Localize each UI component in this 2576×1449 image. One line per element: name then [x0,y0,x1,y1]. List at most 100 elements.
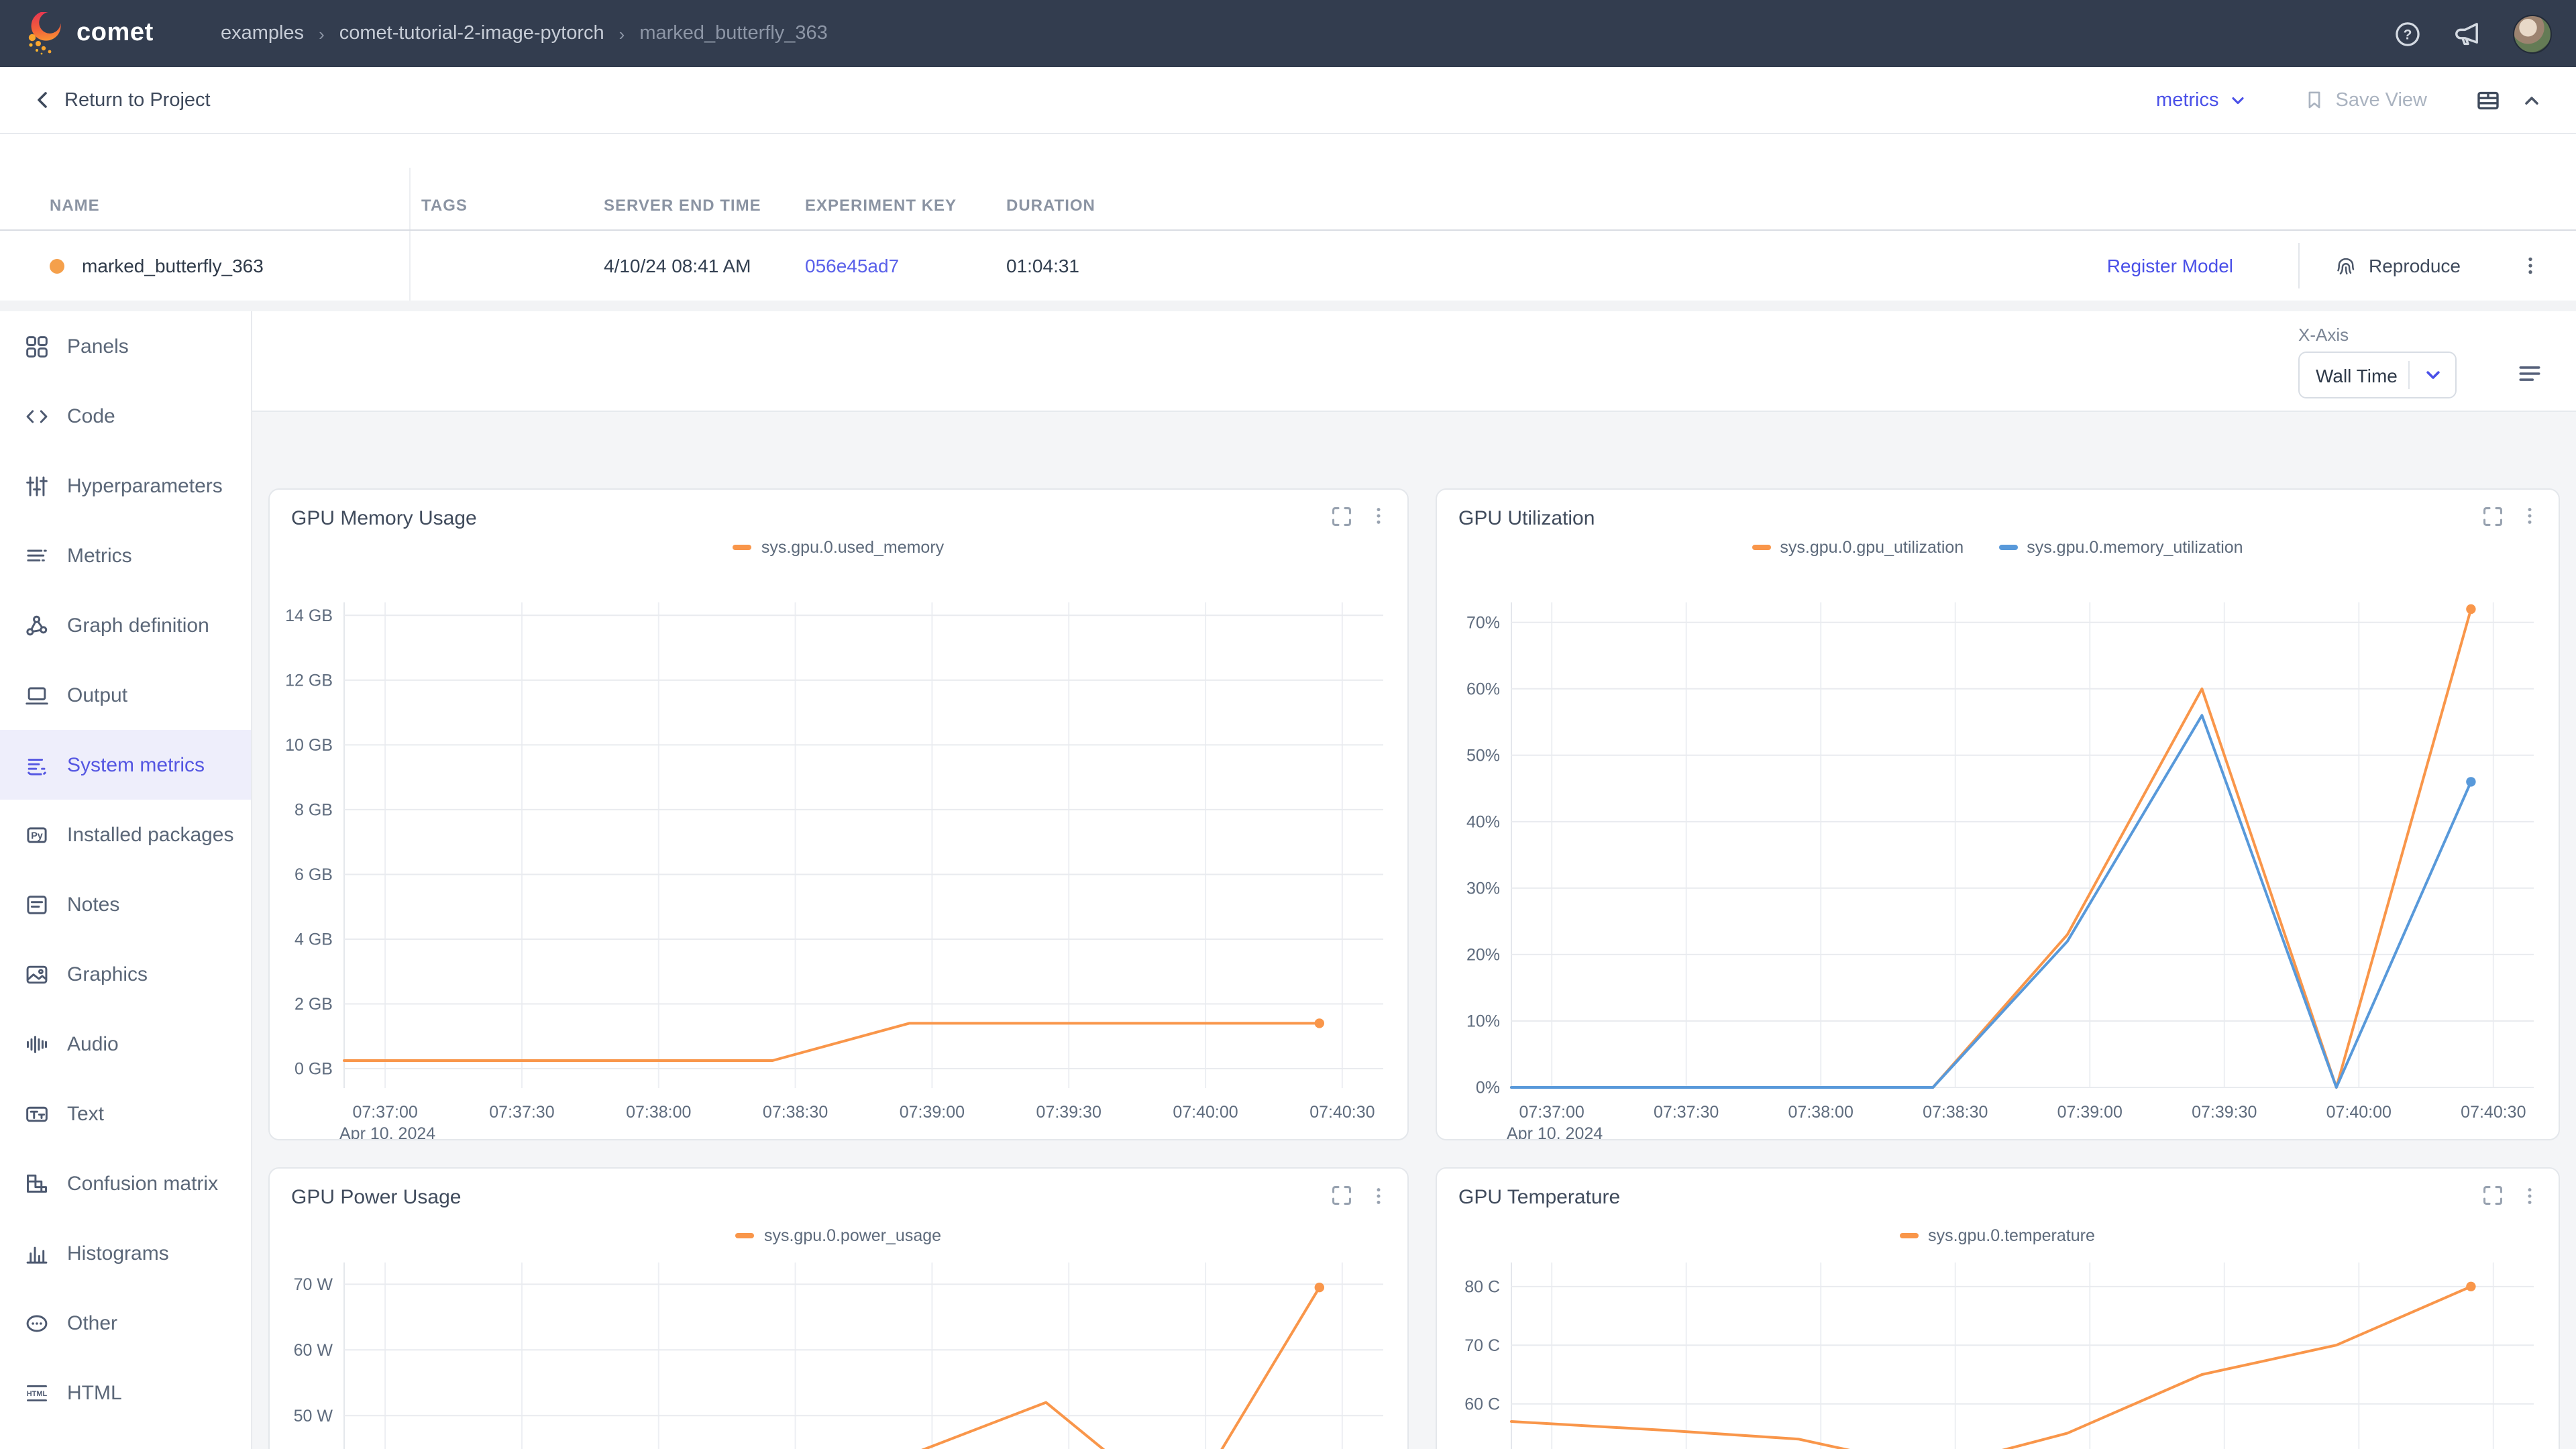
table-layout-icon[interactable] [2475,88,2501,112]
legend-series-name: sys.gpu.0.memory_utilization [2027,537,2243,556]
sidebar-item-panels[interactable]: Panels [0,311,251,381]
sidebar-item-label: Histograms [67,1242,169,1265]
svg-text:6 GB: 6 GB [294,865,333,884]
reproduce-button[interactable]: Reproduce [2299,254,2514,277]
chart-menu-kebab-icon[interactable] [1368,1185,1389,1205]
panels-icon [23,333,50,359]
chart-menu-kebab-icon[interactable] [2519,506,2539,526]
legend-item[interactable]: sys.gpu.0.memory_utilization [1998,537,2243,556]
help-icon[interactable]: ? [2394,19,2422,48]
sidebar-item-label: Hyperparameters [67,474,223,497]
breadcrumb-workspace[interactable]: examples [221,23,304,44]
row-menu-kebab-icon[interactable] [2514,250,2546,282]
hyperparameters-icon [23,473,50,498]
svg-text:07:37:30: 07:37:30 [489,1103,554,1122]
user-avatar[interactable] [2513,14,2552,53]
sidebar-item-code[interactable]: Code [0,381,251,451]
breadcrumb-project[interactable]: comet-tutorial-2-image-pytorch [339,23,604,44]
chevron-down-icon [2229,91,2247,109]
comet-icon [24,12,64,55]
svg-text:80 C: 80 C [1464,1277,1500,1296]
chevron-down-icon [2410,365,2455,385]
svg-text:07:39:00: 07:39:00 [900,1103,965,1122]
sidebar-item-other[interactable]: Other [0,1288,251,1358]
column-header-name[interactable]: NAME [0,168,411,229]
sidebar-item-system-metrics[interactable]: System metrics [0,730,251,800]
expand-chart-icon[interactable] [1331,505,1352,527]
sidebar-item-label: Graph definition [67,614,209,637]
view-selector-dropdown[interactable]: metrics [2156,89,2247,111]
sidebar-item-notes[interactable]: Notes [0,869,251,939]
legend-item[interactable]: sys.gpu.0.gpu_utilization [1752,537,1964,556]
expand-chart-icon[interactable] [2481,505,2503,527]
breadcrumb-experiment: marked_butterfly_363 [639,23,828,44]
svg-text:20%: 20% [1466,946,1500,965]
svg-text:07:39:30: 07:39:30 [2192,1103,2257,1122]
sidebar-item-audio[interactable]: Audio [0,1009,251,1079]
register-model-button[interactable]: Register Model [2107,255,2298,276]
svg-text:10 GB: 10 GB [285,736,333,755]
experiment-table-row[interactable]: marked_butterfly_363 4/10/24 08:41 AM 05… [0,231,2576,301]
legend-series-name: sys.gpu.0.used_memory [761,537,944,556]
view-selector-value: metrics [2156,89,2218,111]
sidebar-item-histograms[interactable]: Histograms [0,1218,251,1288]
system-metrics-icon [23,752,50,777]
sidebar-item-output[interactable]: Output [0,660,251,730]
chart-menu-kebab-icon[interactable] [2519,1185,2539,1205]
save-view-button[interactable]: Save View [2304,89,2428,111]
sidebar-item-confusion-matrix[interactable]: Confusion matrix [0,1148,251,1218]
svg-text:07:39:00: 07:39:00 [2057,1103,2123,1122]
installed-packages-icon: Py [23,822,50,847]
breadcrumb-separator: › [619,23,625,44]
svg-text:12 GB: 12 GB [285,671,333,690]
sidebar-item-graph-definition[interactable]: Graph definition [0,590,251,660]
svg-text:8 GB: 8 GB [294,801,333,820]
svg-text:70 C: 70 C [1464,1336,1500,1355]
graphics-icon [23,961,50,987]
column-header-experiment-key[interactable]: EXPERIMENT KEY [805,196,1006,229]
chart-menu-kebab-icon[interactable] [1368,506,1389,526]
announcements-icon[interactable] [2453,19,2482,48]
svg-text:07:40:00: 07:40:00 [1173,1103,1238,1122]
chart-title: GPU Memory Usage [291,506,477,529]
experiment-color-dot [50,258,64,273]
html-icon: HTML [23,1380,50,1405]
column-header-tags[interactable]: TAGS [411,196,604,229]
histograms-icon [23,1240,50,1266]
return-to-project-button[interactable]: Return to Project [34,89,211,111]
sidebar-item-label: Code [67,405,115,427]
svg-text:Py: Py [30,830,42,841]
expand-chart-icon[interactable] [2481,1185,2503,1206]
svg-text:60 C: 60 C [1464,1395,1500,1413]
sidebar-item-graphics[interactable]: Graphics [0,939,251,1009]
chart-options-menu-icon[interactable] [2517,361,2542,386]
expand-chart-icon[interactable] [1331,1185,1352,1206]
svg-text:60%: 60% [1466,680,1500,698]
column-header-server-end-time[interactable]: SERVER END TIME [604,196,805,229]
chevron-left-icon [34,90,52,110]
collapse-panel-icon[interactable] [2521,89,2542,111]
experiment-name: marked_butterfly_363 [82,255,264,276]
legend-item[interactable]: sys.gpu.0.used_memory [733,537,944,556]
sidebar-item-label: Output [67,684,127,706]
sidebar-item-hyperparameters[interactable]: Hyperparameters [0,451,251,521]
svg-text:50%: 50% [1466,746,1500,765]
sidebar-item-installed-packages[interactable]: PyInstalled packages [0,800,251,869]
sidebar-item-html[interactable]: HTML HTML [0,1358,251,1428]
svg-text:0 GB: 0 GB [294,1060,333,1079]
sidebar-item-text[interactable]: Text [0,1079,251,1148]
svg-text:Apr 10, 2024: Apr 10, 2024 [339,1124,435,1140]
svg-text:07:40:30: 07:40:30 [1309,1103,1375,1122]
svg-text:30%: 30% [1466,879,1500,898]
svg-text:?: ? [2404,26,2412,42]
sidebar-item-label: HTML [67,1381,122,1404]
comet-logo[interactable]: comet [24,12,154,55]
experiment-key-link[interactable]: 056e45ad7 [805,255,899,276]
svg-text:10%: 10% [1466,1012,1500,1031]
chart-card-gpu-memory-usage: GPU Memory Usage sys.gpu.0.used_memory 07… [268,488,1409,1140]
column-header-duration[interactable]: DURATION [1006,196,1208,229]
sidebar-item-metrics[interactable]: Metrics [0,521,251,590]
xaxis-select[interactable]: Wall Time [2298,352,2457,398]
svg-text:07:40:30: 07:40:30 [2461,1103,2526,1122]
svg-text:07:38:00: 07:38:00 [1788,1103,1854,1122]
